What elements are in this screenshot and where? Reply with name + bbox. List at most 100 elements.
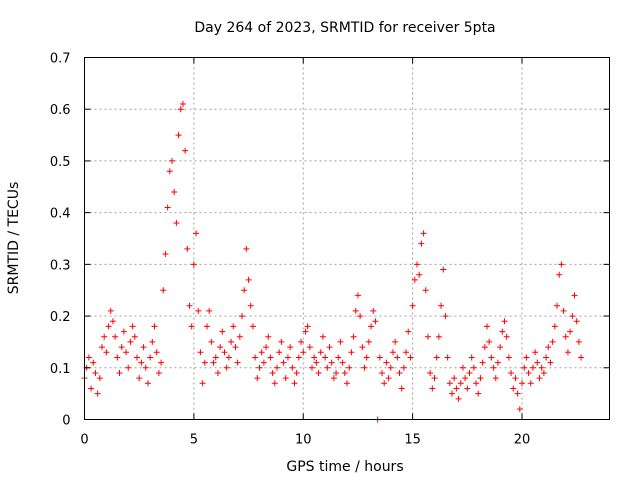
data-point [278,338,285,345]
data-point [475,390,482,397]
data-point [363,354,370,361]
data-point [293,369,300,376]
data-point [223,364,230,371]
data-point [199,380,206,387]
data-point [438,302,445,309]
data-point [407,354,414,361]
data-point [112,333,119,340]
data-point [193,230,200,237]
data-point [94,390,101,397]
data-point [409,302,416,309]
data-point [470,364,477,371]
data-point [488,354,495,361]
data-point [287,344,294,351]
data-point [265,333,272,340]
data-point [494,359,501,366]
data-point [184,245,191,252]
data-point [497,344,504,351]
data-point [274,364,280,371]
data-point [309,364,315,371]
x-tick-label: 10 [295,433,312,448]
data-point [446,380,453,387]
data-point [284,354,291,361]
data-point [302,328,309,335]
data-point [230,323,237,330]
data-point [534,359,541,366]
data-point [103,349,110,356]
data-point [276,349,283,356]
data-point [335,354,342,361]
chart-title: Day 264 of 2023, SRMTID for receiver 5pt… [194,20,495,36]
data-point [451,375,458,382]
data-point [427,369,434,376]
data-point [208,338,215,345]
data-point [569,313,576,320]
data-point [543,354,550,361]
data-point [499,328,506,335]
data-point [326,344,333,351]
data-point [212,354,219,361]
data-point [147,354,154,361]
data-point [449,390,455,397]
data-point [403,349,410,356]
data-point [400,364,407,371]
data-point [571,292,578,299]
data-point [350,333,357,340]
data-point [136,375,143,382]
data-point [186,302,193,309]
data-point [114,354,121,361]
data-point [398,385,405,392]
data-point [96,375,103,382]
data-point [236,333,243,340]
x-tick-label: 15 [404,433,421,448]
data-point [319,333,326,340]
data-point [575,338,582,345]
data-point [234,359,241,366]
data-point [538,364,545,371]
data-point [256,364,263,371]
data-point [560,307,567,314]
data-point [175,132,182,139]
data-point [252,354,259,361]
data-point [249,323,256,330]
data-point [164,204,171,211]
data-point [317,349,324,356]
data-point [558,261,565,268]
data-point [484,323,490,330]
x-tick-label: 20 [514,433,531,448]
data-point [352,307,359,314]
data-point [221,349,228,356]
data-point [339,359,346,366]
data-point [516,406,523,413]
data-point [556,271,563,278]
data-point [195,307,202,314]
data-point [138,359,145,366]
data-point [562,333,569,340]
data-point [523,354,530,361]
data-point [481,344,488,351]
data-point [424,333,431,340]
data-point [190,261,197,268]
data-point [313,359,320,366]
data-point [300,349,307,356]
data-point [131,333,138,340]
data-point [328,359,335,366]
data-point [160,287,167,294]
data-point [263,344,270,351]
data-point [295,354,302,361]
axis-ticks [84,57,610,420]
data-point [540,369,547,376]
data-point [155,369,162,376]
data-point [418,240,425,247]
data-point [567,328,574,335]
data-point [101,333,108,340]
data-point [459,364,466,371]
data-point [322,354,329,361]
data-point [341,369,348,376]
data-point [304,323,311,330]
data-point [381,380,388,387]
data-point [219,328,226,335]
data-point [527,380,534,387]
data-point [348,349,355,356]
data-point [144,380,151,387]
